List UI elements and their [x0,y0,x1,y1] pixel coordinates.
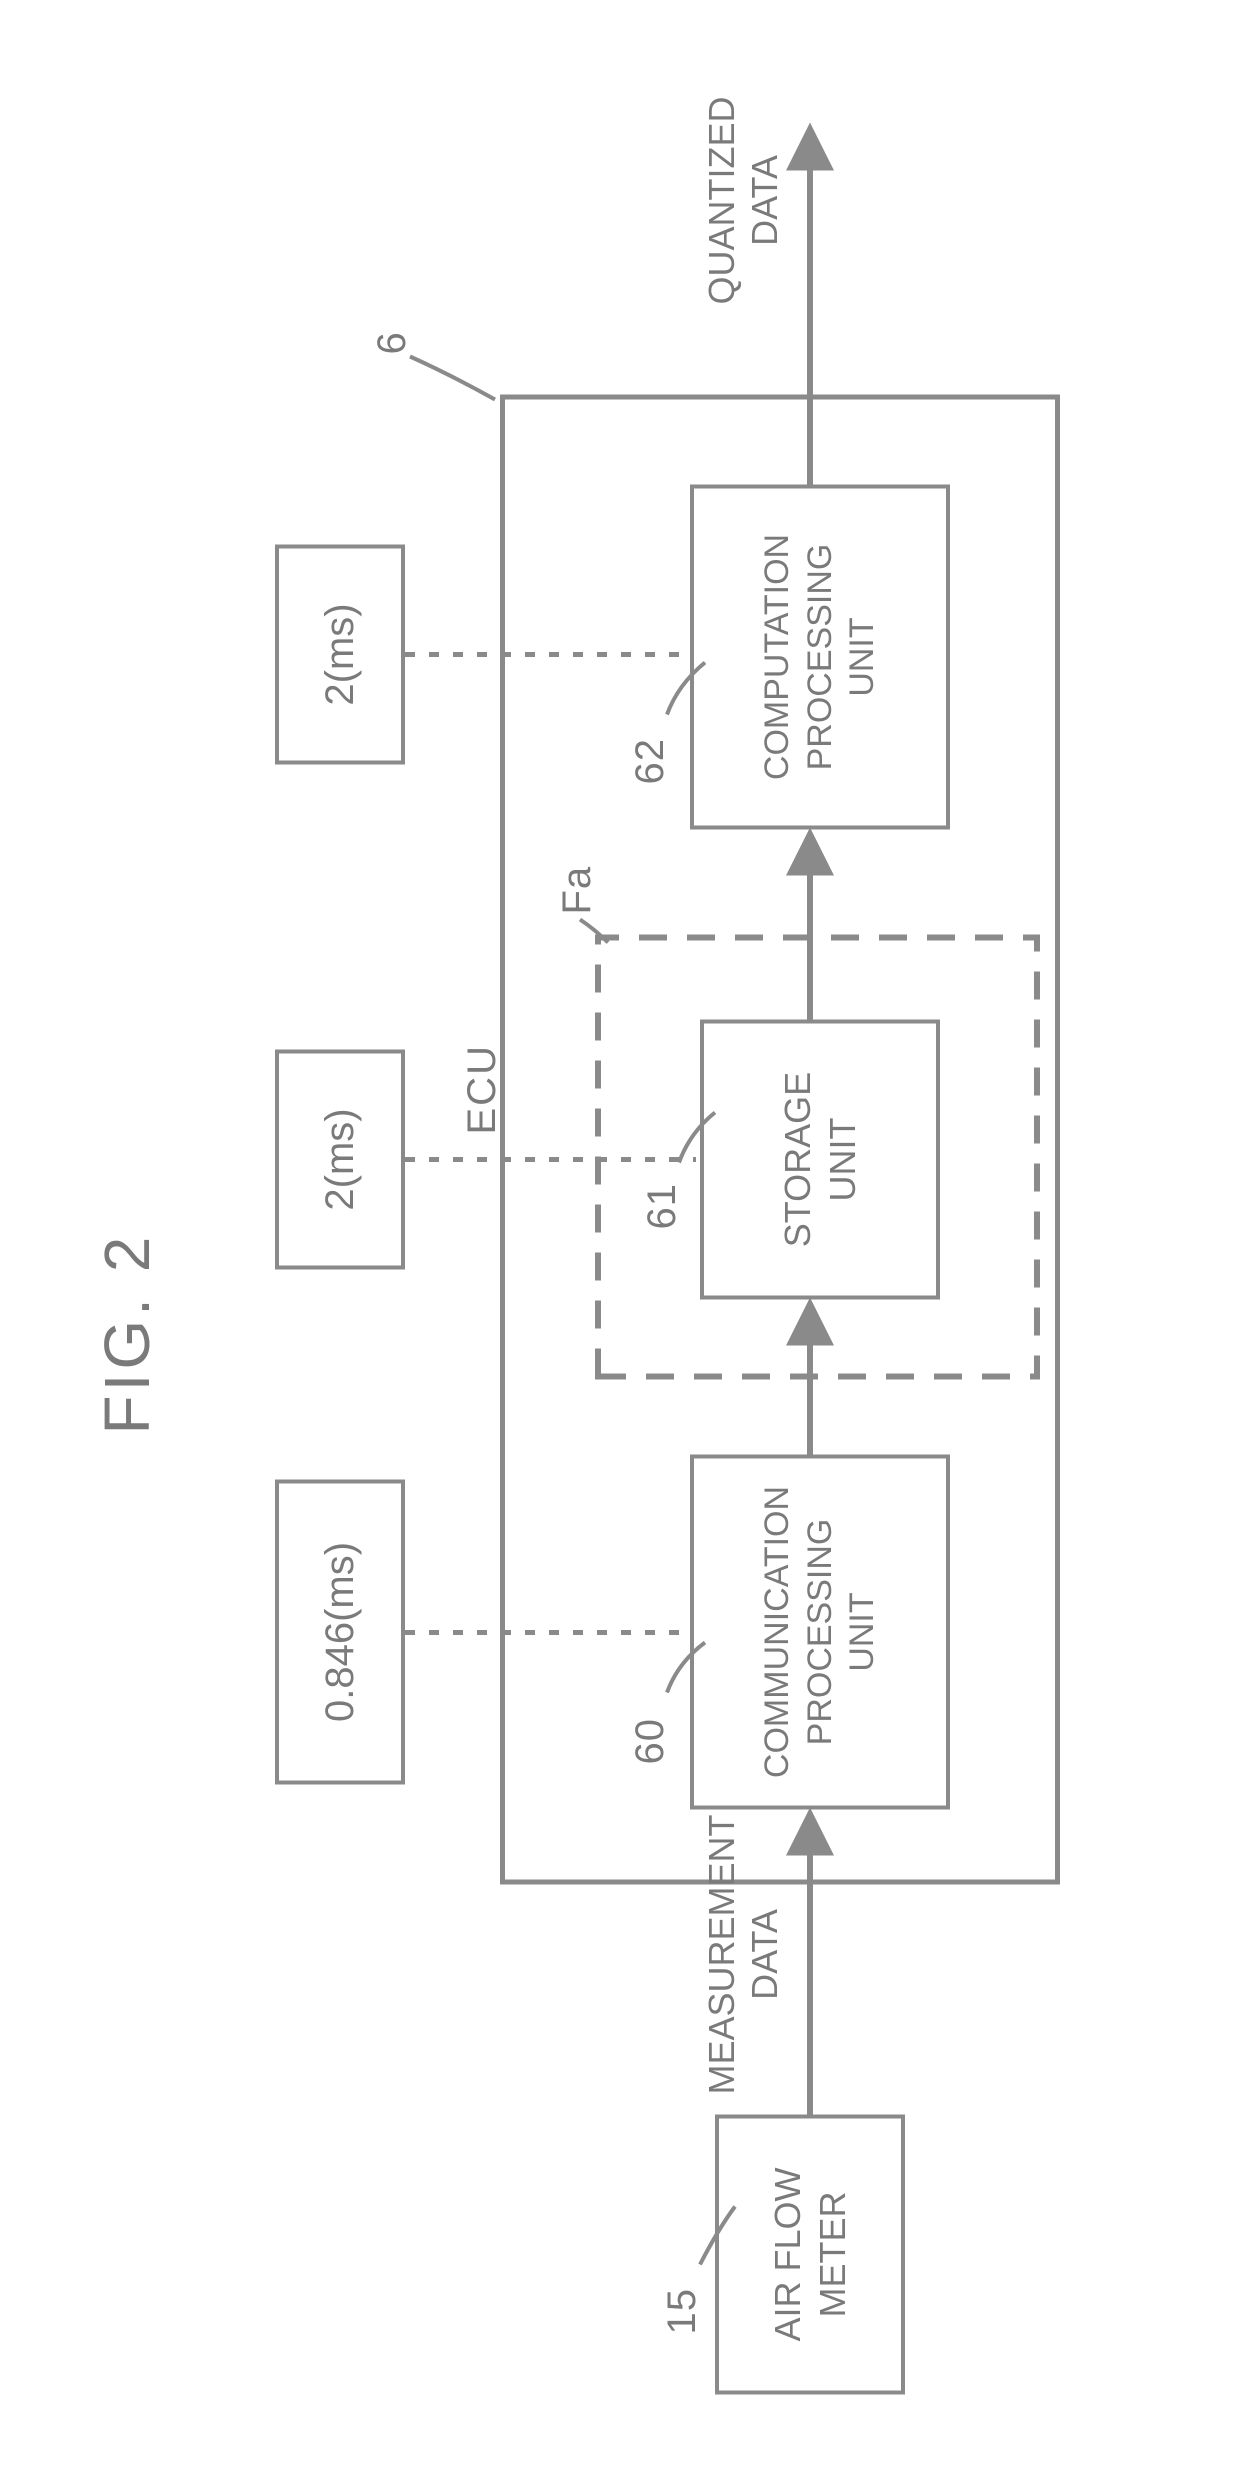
reference-leader-61 [679,1113,715,1163]
reference-leader-60 [667,1643,705,1693]
reference-leader-15 [700,2207,735,2265]
reference-leader-6 [410,357,495,400]
svg-connector-layer [0,0,1240,2485]
reference-leader-Fa [580,920,608,943]
reference-leader-62 [667,663,705,715]
diagram-canvas: FIG. 2 ECU 6 Fa AIR FLOW METER 15 COMMUN… [0,0,1240,2485]
